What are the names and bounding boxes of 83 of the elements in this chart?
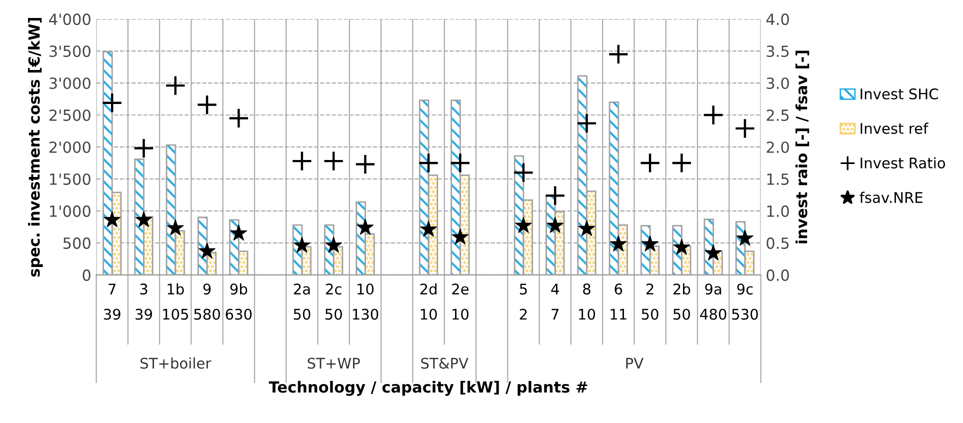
legend-label: Invest SHC [860, 88, 938, 100]
point [734, 118, 756, 139]
point [228, 108, 250, 129]
x-tick-label: 2d 10 [420, 283, 437, 320]
x-tick-label: 2a 50 [294, 284, 310, 320]
point [736, 230, 754, 246]
point [418, 152, 439, 174]
x-tick-label: 3 39 [136, 284, 152, 320]
y2-tick-label: 3.0 [766, 77, 789, 90]
y2-tick-label: 2.5 [766, 109, 789, 122]
y2-tick-label: 0.0 [766, 269, 789, 281]
x-tick-label: 8 10 [579, 284, 596, 320]
point [576, 112, 598, 134]
y-tick-label: 1'000 [50, 205, 90, 217]
y-tick-label: 3'500 [50, 45, 90, 58]
point [166, 219, 184, 236]
point [642, 235, 658, 252]
point [452, 228, 469, 244]
y-axis-title: spec. investment costs [€/kW] [28, 18, 43, 277]
x-tick-label: 2e 10 [452, 284, 469, 320]
text: PV [626, 358, 644, 369]
point [354, 154, 376, 175]
point [294, 236, 310, 253]
text: ST&PV [421, 358, 468, 369]
text: ST+boiler [140, 357, 212, 369]
point [420, 220, 437, 237]
point [133, 138, 154, 159]
y2-tick-label: 1.0 [767, 205, 789, 217]
x-tick-label: 9c 530 [732, 284, 758, 320]
point [102, 92, 123, 114]
x-axis-title: Technology / capacity [kW] / plants # [268, 380, 588, 396]
x-tick-label: 1b 105 [163, 283, 188, 320]
point [546, 216, 564, 233]
y2-axis-title: invest raio [-] / fsav [-] [795, 50, 810, 244]
y-tick-label: 0 [82, 269, 90, 281]
point [702, 104, 724, 126]
x-tick-label: 6 11 [610, 284, 626, 320]
y2-tick-label: 3.5 [766, 45, 789, 58]
y2-tick-label: 1.5 [767, 174, 789, 186]
x-tick-label: 5 2 [520, 284, 527, 320]
legend-label: Invest ref [860, 122, 928, 134]
y-tick-label: 4'000 [49, 14, 90, 26]
x-tick-label: 7 39 [104, 284, 120, 320]
point [198, 242, 216, 259]
legend-label: Invest Ratio [860, 157, 946, 168]
y-tick-label: 3'000 [50, 77, 90, 90]
x-tick-label: 10 130 [352, 284, 378, 320]
x-tick-label: 9 580 [194, 284, 220, 320]
text: ST+WP [308, 358, 360, 369]
point [608, 44, 629, 65]
point [196, 94, 218, 116]
point [704, 244, 722, 260]
x-tick-label: 2c 50 [325, 284, 342, 320]
point [164, 75, 186, 96]
point [450, 152, 471, 174]
x-tick-label: 9b 630 [226, 283, 252, 320]
y2-tick-label: 4.0 [766, 14, 789, 26]
legend-label: fsav.NRE [860, 192, 922, 204]
y2-tick-label: 2.0 [766, 141, 789, 154]
point [135, 211, 152, 228]
point [610, 235, 627, 252]
x-tick-label: 9a 480 [700, 284, 726, 320]
point [578, 220, 596, 236]
point [515, 216, 532, 233]
point [356, 218, 374, 235]
point [230, 224, 248, 241]
point [640, 152, 660, 174]
point [671, 152, 692, 174]
point [292, 150, 312, 172]
point [513, 162, 534, 184]
point [673, 238, 690, 255]
point [104, 211, 121, 228]
y-tick-label: 500 [63, 237, 90, 249]
y2-tick-label: 0.5 [766, 237, 789, 249]
y-tick-label: 2'000 [49, 141, 90, 154]
x-tick-label: 2 50 [642, 284, 658, 320]
x-tick-label: 2b 50 [673, 283, 690, 320]
point [544, 185, 566, 206]
x-tick-label: 4 7 [551, 284, 559, 320]
y-tick-label: 2'500 [49, 109, 90, 122]
point [325, 236, 342, 253]
point [323, 150, 344, 172]
y-tick-label: 1'500 [50, 173, 90, 186]
